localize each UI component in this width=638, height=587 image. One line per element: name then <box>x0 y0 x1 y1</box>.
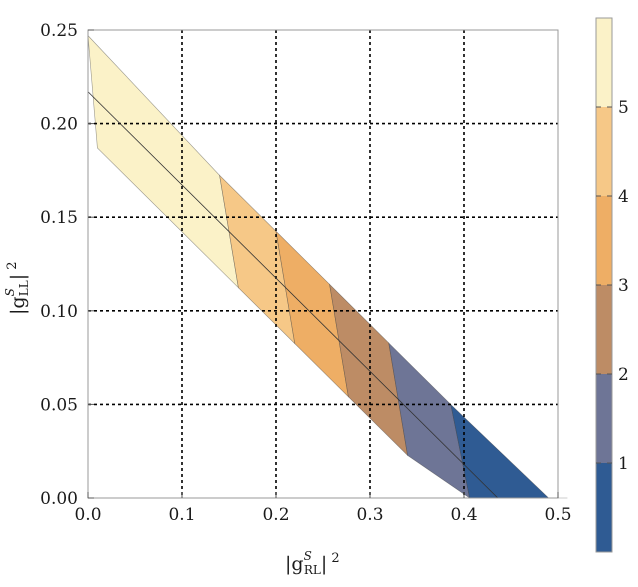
x-axis-label: |gS RL| 2 <box>285 549 340 577</box>
x-axis-ticks: 0.0 0.1 0.2 0.3 0.4 0.5 <box>74 492 572 525</box>
plot-area: 0.0 0.1 0.2 0.3 0.4 0.5 0.000.050.100.150.200… <box>40 21 571 525</box>
colorbar-tick-label: 3 <box>618 276 629 296</box>
y-tick-label: 0.15 <box>40 208 78 228</box>
y-tick-label: 0.00 <box>40 489 78 509</box>
colorbar-segment <box>596 463 612 552</box>
central-contour-line <box>87 91 499 499</box>
x-tick-label: 0.0 <box>74 505 101 525</box>
x-tick-label: 0.2 <box>262 505 289 525</box>
y-axis-ticks: 0.00 0.05 0.10 0.15 0.20 0.25 <box>40 21 94 509</box>
y-tick-label: 0.10 <box>40 302 78 322</box>
colorbar: 1 2 3 4 5 <box>595 17 629 553</box>
contour-bands <box>87 34 568 499</box>
x-tick-label: 0.3 <box>356 505 383 525</box>
colorbar-segment <box>596 107 612 196</box>
colorbar-segment <box>596 374 612 463</box>
colorbar-segment <box>596 285 612 374</box>
contour-band <box>450 403 568 499</box>
y-tick-label: 0.05 <box>40 395 78 415</box>
y-tick-label: 0.25 <box>40 21 78 41</box>
colorbar-segment <box>596 18 612 107</box>
colorbar-segment <box>596 196 612 285</box>
grid-lines <box>88 30 558 498</box>
colorbar-tick-label: 5 <box>618 98 629 118</box>
colorbar-tick-label: 2 <box>618 365 629 385</box>
contour-band <box>87 34 239 289</box>
y-axis-label: |gSLL| 2 <box>3 261 31 315</box>
y-tick-label: 0.20 <box>40 115 78 135</box>
colorbar-tick-label: 1 <box>618 454 629 474</box>
x-tick-label: 0.5 <box>544 505 571 525</box>
plot-frame <box>87 29 559 499</box>
x-tick-label: 0.1 <box>168 505 195 525</box>
colorbar-tick-label: 4 <box>618 187 629 207</box>
x-tick-label: 0.4 <box>450 505 477 525</box>
